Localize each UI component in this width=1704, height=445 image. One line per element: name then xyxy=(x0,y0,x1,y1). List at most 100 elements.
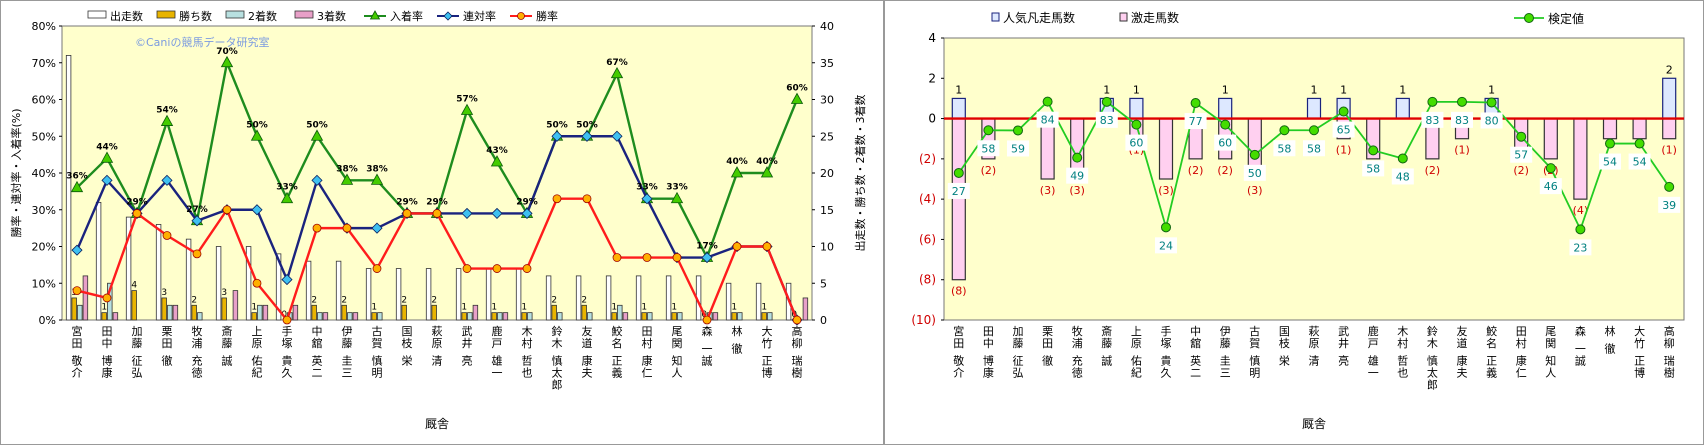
tick-char: 藤 xyxy=(1101,337,1112,350)
bar-勝ち数 xyxy=(401,304,407,321)
marker-連対率 xyxy=(641,193,653,205)
tick-char: 圭 xyxy=(1220,355,1231,368)
tick-char: 慎 xyxy=(1427,354,1438,368)
tick-char: 紀 xyxy=(252,367,263,380)
legend-swatch xyxy=(156,10,176,19)
tick-char: 一 xyxy=(1575,343,1586,356)
tick-char: 尾 xyxy=(1545,325,1556,338)
marker-検定値 xyxy=(1309,125,1319,136)
marker-連対率 xyxy=(461,207,473,219)
tick-char: 雄 xyxy=(492,354,503,368)
tick-char: 加 xyxy=(1013,325,1024,338)
rate-label: 38% xyxy=(336,164,358,174)
x-tick-label: 森一誠 xyxy=(1575,324,1586,368)
marker-連対率 xyxy=(191,215,203,227)
line-label-bg xyxy=(1303,140,1325,157)
bar-top-label: 1 xyxy=(1133,83,1140,96)
y-right-tick-label: 10 xyxy=(820,241,834,254)
tick-char: 国 xyxy=(1279,325,1290,338)
tick-char: 徹 xyxy=(1042,354,1053,368)
tick-char: 中 xyxy=(102,337,113,350)
y-right-tick-label: 30 xyxy=(820,94,834,107)
tick-char: 貴 xyxy=(1161,354,1172,368)
bar-勝ち数 xyxy=(551,304,557,321)
bar-出走数 xyxy=(335,260,342,321)
legend-swatch xyxy=(294,10,314,19)
rate-label: 33% xyxy=(636,183,658,193)
marker-勝率 xyxy=(582,194,592,204)
line-label: 60 xyxy=(1129,137,1143,150)
bar-2着数 xyxy=(497,312,503,321)
tick-char: 康 xyxy=(582,354,593,368)
tick-char: 徹 xyxy=(1605,342,1616,356)
tick-char: 木 xyxy=(552,337,563,350)
tick-char: 原 xyxy=(1309,337,1320,350)
tick-char: 萩 xyxy=(1309,325,1320,338)
tick-char: 哲 xyxy=(522,355,533,368)
marker-検定値 xyxy=(1338,106,1349,117)
legend-label: 検定値 xyxy=(1548,11,1584,26)
tick-char: 太 xyxy=(552,367,563,380)
tick-char: 徹 xyxy=(162,354,173,368)
y-tick-label: (4) xyxy=(919,192,936,206)
line-label-bg xyxy=(1095,111,1118,128)
y-left-axis-title: 勝率・連対率・入着率(%) xyxy=(9,108,23,237)
line-label-bg xyxy=(1658,196,1681,213)
tick-char: 尾 xyxy=(672,325,683,338)
rate-label: 36% xyxy=(66,172,88,182)
bar-出走数 xyxy=(665,275,672,321)
tick-char: 正 xyxy=(762,355,773,368)
bar-出走数 xyxy=(245,246,252,321)
bar-2着数 xyxy=(647,312,653,321)
tick-char: 圭 xyxy=(342,355,353,368)
tick-char: 敬 xyxy=(953,355,964,368)
x-tick-label: 武井亮 xyxy=(462,325,473,368)
marker-検定値 xyxy=(1131,119,1142,130)
tick-char: 介 xyxy=(953,367,964,380)
bar-出走数 xyxy=(515,268,522,321)
rate-label: 33% xyxy=(666,183,688,193)
rate-label: 27% xyxy=(186,205,208,215)
tick-char: 萩 xyxy=(432,325,443,338)
marker-連対率 xyxy=(251,204,263,216)
rate-label: 60% xyxy=(786,84,808,94)
rate-label: 29% xyxy=(396,197,418,207)
line-label-bg xyxy=(1569,239,1592,256)
bar-bottom-label: (2) xyxy=(1217,164,1233,177)
tick-char: 友 xyxy=(1457,324,1468,338)
bar-激走馬数 xyxy=(951,117,966,281)
tick-char: 介 xyxy=(72,367,83,380)
line-label-bg xyxy=(1539,178,1562,195)
tick-char: 井 xyxy=(462,336,473,350)
tick-char: 国 xyxy=(402,325,413,338)
tick-char: 塚 xyxy=(282,337,293,350)
bar-bottom-label: (2) xyxy=(1425,164,1441,177)
win-count-label: 2 xyxy=(341,295,347,305)
win-count-label: 1 xyxy=(761,303,767,313)
legend-swatch xyxy=(87,10,107,19)
y-right-tick-label: 25 xyxy=(820,130,834,143)
marker-勝率 xyxy=(72,286,82,296)
bar-勝ち数 xyxy=(71,297,77,321)
tick-char: 舘 xyxy=(1190,336,1201,350)
marker-検定値 xyxy=(1486,97,1497,108)
left-chart-panel: 0% 10% 20% 30% 40% 50% 60% 70% 80% 0 5 10 15 20 25 30 35… xyxy=(0,0,884,445)
marker-勝率 xyxy=(552,194,562,204)
tick-char: 義 xyxy=(612,366,623,380)
bar-3着数 xyxy=(292,304,299,321)
bar-出走数 xyxy=(425,268,432,321)
tick-char: 村 xyxy=(1397,336,1408,350)
y-tick-label: 4 xyxy=(928,31,936,45)
win-count-label: 1 xyxy=(371,303,377,313)
line-label: 58 xyxy=(1366,162,1380,175)
bar-bottom-label: (4) xyxy=(1573,204,1589,217)
tick-char: 古 xyxy=(372,325,383,338)
win-count-label: 1 xyxy=(521,303,527,313)
marker-勝率 xyxy=(342,223,352,233)
bar-人気凡走馬数 xyxy=(951,97,966,120)
